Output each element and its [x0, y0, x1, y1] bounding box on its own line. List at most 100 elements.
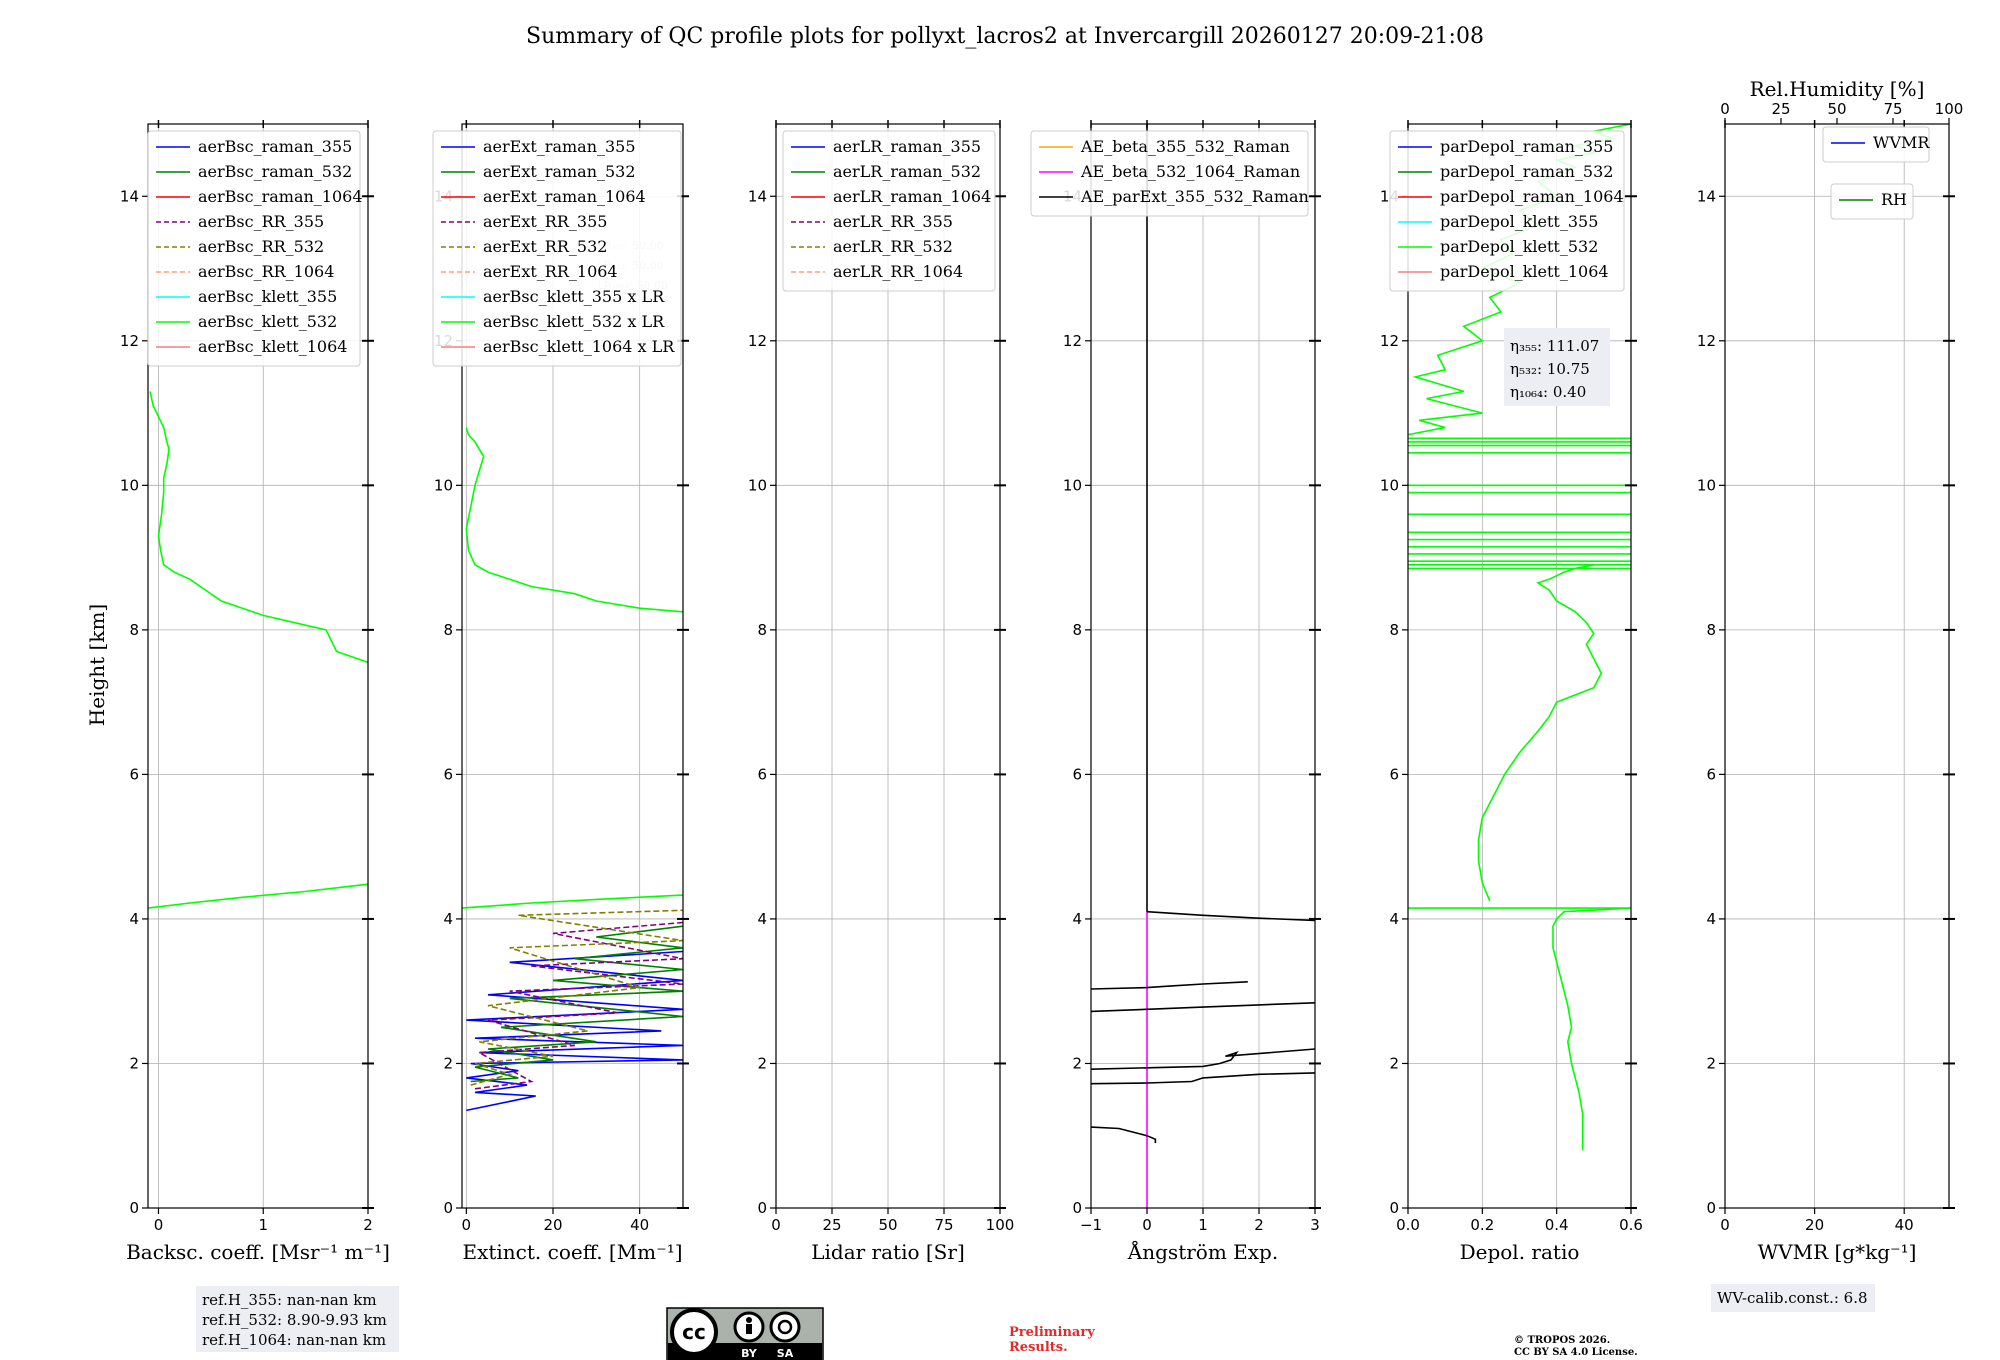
- series-group: [1091, 124, 1315, 1208]
- legend-label: aerBsc_klett_532: [198, 312, 337, 331]
- x-tick-label: 50: [878, 1216, 897, 1234]
- panel-2: 0246810121402040Extinct. coeff. [Mm⁻¹]LR…: [432, 120, 689, 1264]
- x-tick-label: 40: [1895, 1216, 1914, 1234]
- x-tick-label: 0.6: [1619, 1216, 1643, 1234]
- x-tick-label: 25: [822, 1216, 841, 1234]
- legend: WVMR: [1822, 126, 1930, 163]
- legend-box: [782, 130, 996, 292]
- legend-label: parDepol_klett_532: [1440, 237, 1598, 256]
- legend-label: parDepol_raman_1064: [1440, 187, 1624, 206]
- legend-label: aerLR_RR_532: [833, 237, 953, 256]
- y-tick-label: 8: [1072, 621, 1082, 639]
- legend-label: aerLR_RR_1064: [833, 262, 963, 281]
- y-tick-label: 8: [757, 621, 767, 639]
- legend-label: aerExt_RR_1064: [483, 262, 618, 281]
- axes-frame: [461, 123, 684, 1209]
- series-line: [1091, 981, 1248, 990]
- y-tick-label: 10: [1380, 476, 1399, 494]
- y-tick-label: 14: [748, 187, 767, 205]
- y-tick-label: 8: [1706, 621, 1716, 639]
- legend-label: aerLR_raman_355: [833, 137, 981, 156]
- eta-box: [1504, 328, 1610, 406]
- legend: AE_beta_355_532_Raman AE_beta_532_1064_Ra…: [1030, 130, 1309, 217]
- axes-frame: [1407, 123, 1632, 1209]
- y-tick-label: 2: [1072, 1054, 1082, 1072]
- eta-annotation: η₃₅₅: 111.07 η₅₃₂: 10.75 η₁₀₆₄: 0.40: [1504, 328, 1610, 406]
- eta-value: η₃₅₅: 111.07: [1510, 337, 1599, 355]
- grid: [1725, 124, 1949, 1209]
- x-tick-label: −1: [1080, 1216, 1102, 1234]
- y-tick-label: 10: [1697, 476, 1716, 494]
- x-axis-label: Lidar ratio [Sr]: [811, 1240, 965, 1264]
- x-tick-label: 0: [1720, 1216, 1730, 1234]
- legend-label: RH: [1881, 190, 1907, 209]
- preliminary-label-line1: Preliminary: [1009, 1325, 1095, 1340]
- legend: parDepol_raman_355 parDepol_raman_532 parD…: [1389, 130, 1625, 292]
- badge-sa: SA: [777, 1347, 794, 1360]
- y-tick-label: 2: [757, 1054, 767, 1072]
- y-tick-label: 0: [1072, 1199, 1082, 1217]
- legend-label: aerBsc_klett_532 x LR: [483, 312, 665, 331]
- legend: RH: [1830, 183, 1914, 220]
- y-tick-label: 8: [1389, 621, 1399, 639]
- y-tick-label: 6: [757, 765, 767, 783]
- y-tick-label: 4: [443, 910, 453, 928]
- legend-box: [432, 130, 682, 367]
- legend-label: AE_beta_532_1064_Raman: [1080, 162, 1300, 181]
- series-line: [1477, 564, 1603, 902]
- y-tick-label: 0: [1389, 1199, 1399, 1217]
- x-axis-label: Backsc. coeff. [Msr⁻¹ m⁻¹]: [126, 1240, 390, 1264]
- legend-label: aerExt_raman_1064: [483, 187, 646, 206]
- x-tick-label: 0.4: [1545, 1216, 1569, 1234]
- legend-label: aerExt_raman_355: [483, 137, 636, 156]
- series-line: [1091, 1126, 1157, 1143]
- series-line: [1552, 907, 1631, 1151]
- y-tick-label: 4: [129, 910, 139, 928]
- y-tick-label: 4: [1389, 910, 1399, 928]
- x-tick-label: 0: [154, 1216, 164, 1234]
- legend-label: AE_parExt_355_532_Raman: [1080, 187, 1309, 206]
- series-line: [462, 894, 683, 909]
- legend-label: aerBsc_klett_355 x LR: [483, 287, 665, 306]
- y-tick-label: 6: [1706, 765, 1716, 783]
- legend-label: aerLR_raman_532: [833, 162, 981, 181]
- x-tick-label: 20: [543, 1216, 562, 1234]
- y-tick-label: 4: [757, 910, 767, 928]
- ref-height-532: ref.H_532: 8.90-9.93 km: [202, 1311, 387, 1329]
- x-tick-label: 0: [1142, 1216, 1152, 1234]
- series-line: [470, 909, 683, 1086]
- legend-label: aerBsc_RR_1064: [198, 262, 334, 281]
- y-tick-label: 8: [443, 621, 453, 639]
- x-tick-label: 20: [1805, 1216, 1824, 1234]
- ref-height-355: ref.H_355: nan-nan km: [202, 1291, 377, 1309]
- grid: [1091, 124, 1315, 1209]
- eta-value: η₁₀₆₄: 0.40: [1510, 383, 1586, 401]
- badge-by: BY: [741, 1347, 758, 1360]
- y-tick-label: 4: [1072, 910, 1082, 928]
- x-axis-label: Ångström Exp.: [1127, 1239, 1278, 1264]
- legend-box: [1822, 126, 1930, 163]
- y-tick-label: 14: [1697, 187, 1716, 205]
- y-tick-label: 12: [1380, 332, 1399, 350]
- top-x-tick-label: 0: [1720, 100, 1730, 118]
- legend-label: aerBsc_klett_355: [198, 287, 337, 306]
- top-x-tick-label: 100: [1935, 100, 1964, 118]
- y-tick-label: 2: [129, 1054, 139, 1072]
- x-tick-label: 2: [1254, 1216, 1264, 1234]
- legend-label: aerBsc_raman_1064: [198, 187, 363, 206]
- eta-value: η₅₃₂: 10.75: [1510, 360, 1590, 378]
- panel-6: 0 2 4 6 8 10 12 14 0 20 40 0 25 50 75 100 Rel.Humidity […: [1697, 77, 1963, 1264]
- y-tick-label: 6: [443, 765, 453, 783]
- ref-height-1064: ref.H_1064: nan-nan km: [202, 1331, 386, 1349]
- legend-label: aerBsc_klett_1064 x LR: [483, 337, 675, 356]
- legend-label: aerExt_raman_532: [483, 162, 636, 181]
- legend: aerExt_raman_355 aerExt_raman_532 aerExt_r…: [432, 130, 682, 367]
- y-tick-label: 10: [1063, 476, 1082, 494]
- svg-text:cc: cc: [682, 1320, 706, 1344]
- series-line: [466, 950, 683, 1112]
- legend-box: [1030, 130, 1309, 217]
- y-tick-label: 0: [757, 1199, 767, 1217]
